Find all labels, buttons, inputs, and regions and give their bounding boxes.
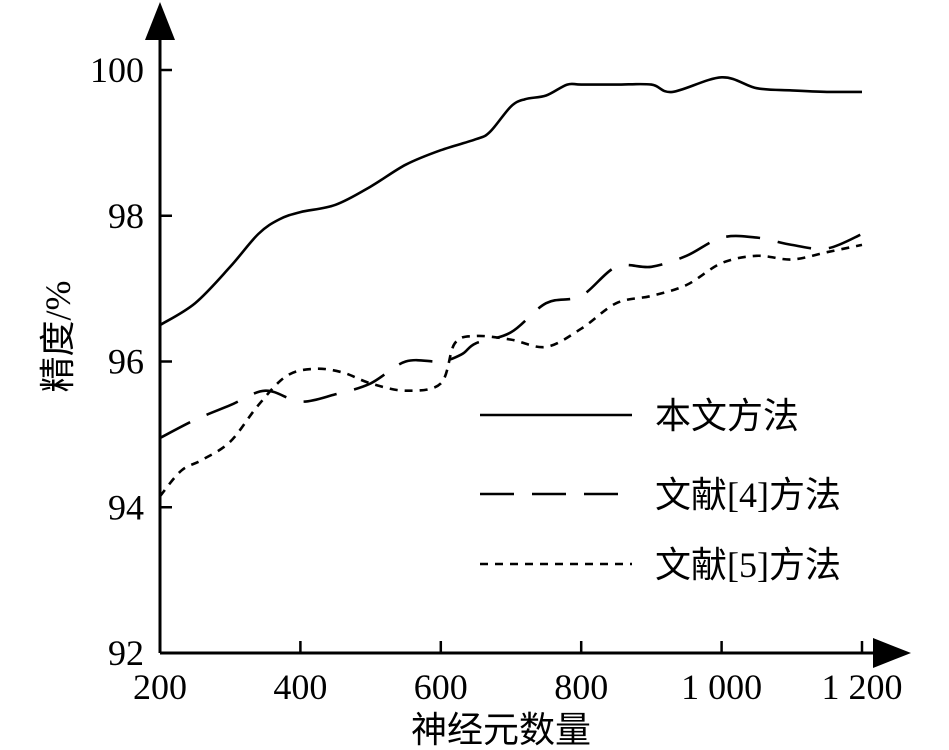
axes: 92 94 96 98 100 200 400 600 800 1 000 1 200: [90, 2, 911, 707]
x-axis-title: 神经元数量: [411, 710, 591, 750]
y-axis-arrow: [145, 2, 175, 40]
series-line-1: [159, 75, 863, 327]
y-tick-label: 96: [108, 342, 144, 382]
x-tick-label: 1 000: [681, 667, 762, 707]
x-tick-label: 800: [554, 667, 608, 707]
y-axis-title: 精度/%: [38, 281, 78, 393]
series-line-2: [159, 232, 863, 440]
y-tick-label: 98: [108, 196, 144, 236]
x-tick-label: 600: [414, 667, 468, 707]
y-tick-label: 100: [90, 50, 144, 90]
y-tick-label: 94: [108, 487, 144, 527]
legend-label-2: 文献[4]方法: [655, 475, 841, 515]
y-tick-label: 92: [108, 633, 144, 673]
legend-label-3: 文献[5]方法: [655, 545, 841, 585]
series-line-3: [158, 243, 863, 498]
axis-labels: 神经元数量 精度/%: [38, 281, 591, 750]
x-tick-label: 200: [133, 667, 187, 707]
x-tick-label: 400: [273, 667, 327, 707]
x-axis-arrow: [873, 638, 911, 668]
x-tick-label: 1 200: [822, 667, 903, 707]
series-group: [158, 75, 863, 498]
legend-label-1: 本文方法: [655, 396, 799, 436]
